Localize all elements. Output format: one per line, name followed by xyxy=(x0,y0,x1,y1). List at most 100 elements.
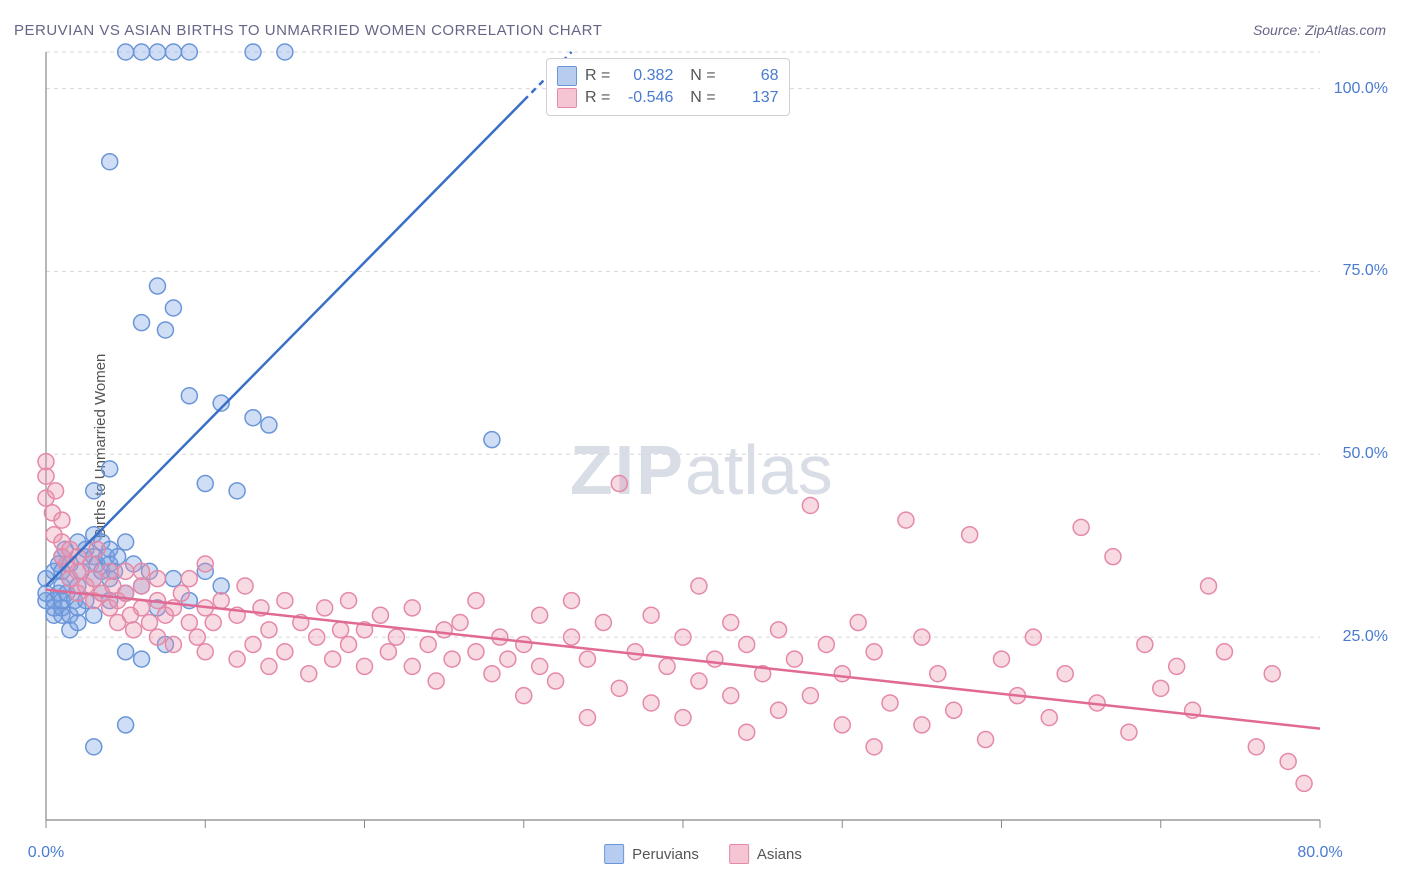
legend-item: Asians xyxy=(729,844,802,864)
legend-label: Asians xyxy=(757,846,802,863)
data-point xyxy=(173,585,189,601)
data-point xyxy=(102,461,118,477)
series-swatch xyxy=(557,88,577,108)
data-point xyxy=(532,658,548,674)
data-point xyxy=(301,666,317,682)
data-point xyxy=(1169,658,1185,674)
data-point xyxy=(89,541,105,557)
data-point xyxy=(882,695,898,711)
data-point xyxy=(142,615,158,631)
data-point xyxy=(516,688,532,704)
data-point xyxy=(309,629,325,645)
data-point xyxy=(205,615,221,631)
data-point xyxy=(118,534,134,550)
data-point xyxy=(333,622,349,638)
data-point xyxy=(181,388,197,404)
data-point xyxy=(341,636,357,652)
data-point xyxy=(579,710,595,726)
data-point xyxy=(213,578,229,594)
data-point xyxy=(802,688,818,704)
data-point xyxy=(962,527,978,543)
data-point xyxy=(468,593,484,609)
data-point xyxy=(86,607,102,623)
data-point xyxy=(444,651,460,667)
data-point xyxy=(245,410,261,426)
data-point xyxy=(341,593,357,609)
stats-row: R = 0.382 N = 68 xyxy=(557,65,779,87)
data-point xyxy=(261,417,277,433)
data-point xyxy=(627,644,643,660)
data-point xyxy=(1264,666,1280,682)
data-point xyxy=(126,622,142,638)
y-tick-label: 50.0% xyxy=(1343,445,1388,463)
data-point xyxy=(118,644,134,660)
data-point xyxy=(165,571,181,587)
data-point xyxy=(317,600,333,616)
data-point xyxy=(38,468,54,484)
data-point xyxy=(914,717,930,733)
data-point xyxy=(564,629,580,645)
data-point xyxy=(914,629,930,645)
data-point xyxy=(197,556,213,572)
data-point xyxy=(70,615,86,631)
data-point xyxy=(277,44,293,60)
data-point xyxy=(134,578,150,594)
stats-r-label: R = xyxy=(585,67,610,85)
data-point xyxy=(691,673,707,689)
data-point xyxy=(181,44,197,60)
x-tick-label: 80.0% xyxy=(1297,844,1342,862)
data-point xyxy=(548,673,564,689)
data-point xyxy=(229,483,245,499)
data-point xyxy=(1248,739,1264,755)
data-point xyxy=(197,644,213,660)
data-point xyxy=(149,571,165,587)
data-point xyxy=(1153,680,1169,696)
stats-n-value: 137 xyxy=(724,89,779,107)
data-point xyxy=(325,651,341,667)
data-point xyxy=(357,658,373,674)
data-point xyxy=(866,644,882,660)
data-point xyxy=(54,512,70,528)
data-point xyxy=(771,622,787,638)
data-point xyxy=(420,636,436,652)
data-point xyxy=(834,666,850,682)
data-point xyxy=(946,702,962,718)
data-point xyxy=(380,644,396,660)
data-point xyxy=(1137,636,1153,652)
data-point xyxy=(134,651,150,667)
stats-box: R = 0.382 N = 68R = -0.546 N = 137 xyxy=(546,58,790,116)
stats-r-value: 0.382 xyxy=(618,67,673,85)
data-point xyxy=(118,717,134,733)
data-point xyxy=(38,454,54,470)
data-point xyxy=(134,600,150,616)
data-point xyxy=(404,600,420,616)
data-point xyxy=(404,658,420,674)
x-tick-label: 0.0% xyxy=(28,844,64,862)
data-point xyxy=(1296,775,1312,791)
data-point xyxy=(149,278,165,294)
data-point xyxy=(428,673,444,689)
data-point xyxy=(579,651,595,667)
data-point xyxy=(643,695,659,711)
data-point xyxy=(595,615,611,631)
data-point xyxy=(149,44,165,60)
data-point xyxy=(611,680,627,696)
data-point xyxy=(707,651,723,667)
data-point xyxy=(1073,519,1089,535)
data-point xyxy=(181,571,197,587)
stats-r-value: -0.546 xyxy=(618,89,673,107)
data-point xyxy=(500,651,516,667)
data-point xyxy=(484,432,500,448)
data-point xyxy=(149,629,165,645)
stats-row: R = -0.546 N = 137 xyxy=(557,87,779,109)
data-point xyxy=(452,615,468,631)
y-tick-label: 25.0% xyxy=(1343,628,1388,646)
y-tick-label: 75.0% xyxy=(1343,262,1388,280)
data-point xyxy=(213,593,229,609)
stats-r-label: R = xyxy=(585,89,610,107)
data-point xyxy=(181,615,197,631)
data-point xyxy=(516,636,532,652)
data-point xyxy=(134,315,150,331)
data-point xyxy=(134,563,150,579)
data-point xyxy=(818,636,834,652)
